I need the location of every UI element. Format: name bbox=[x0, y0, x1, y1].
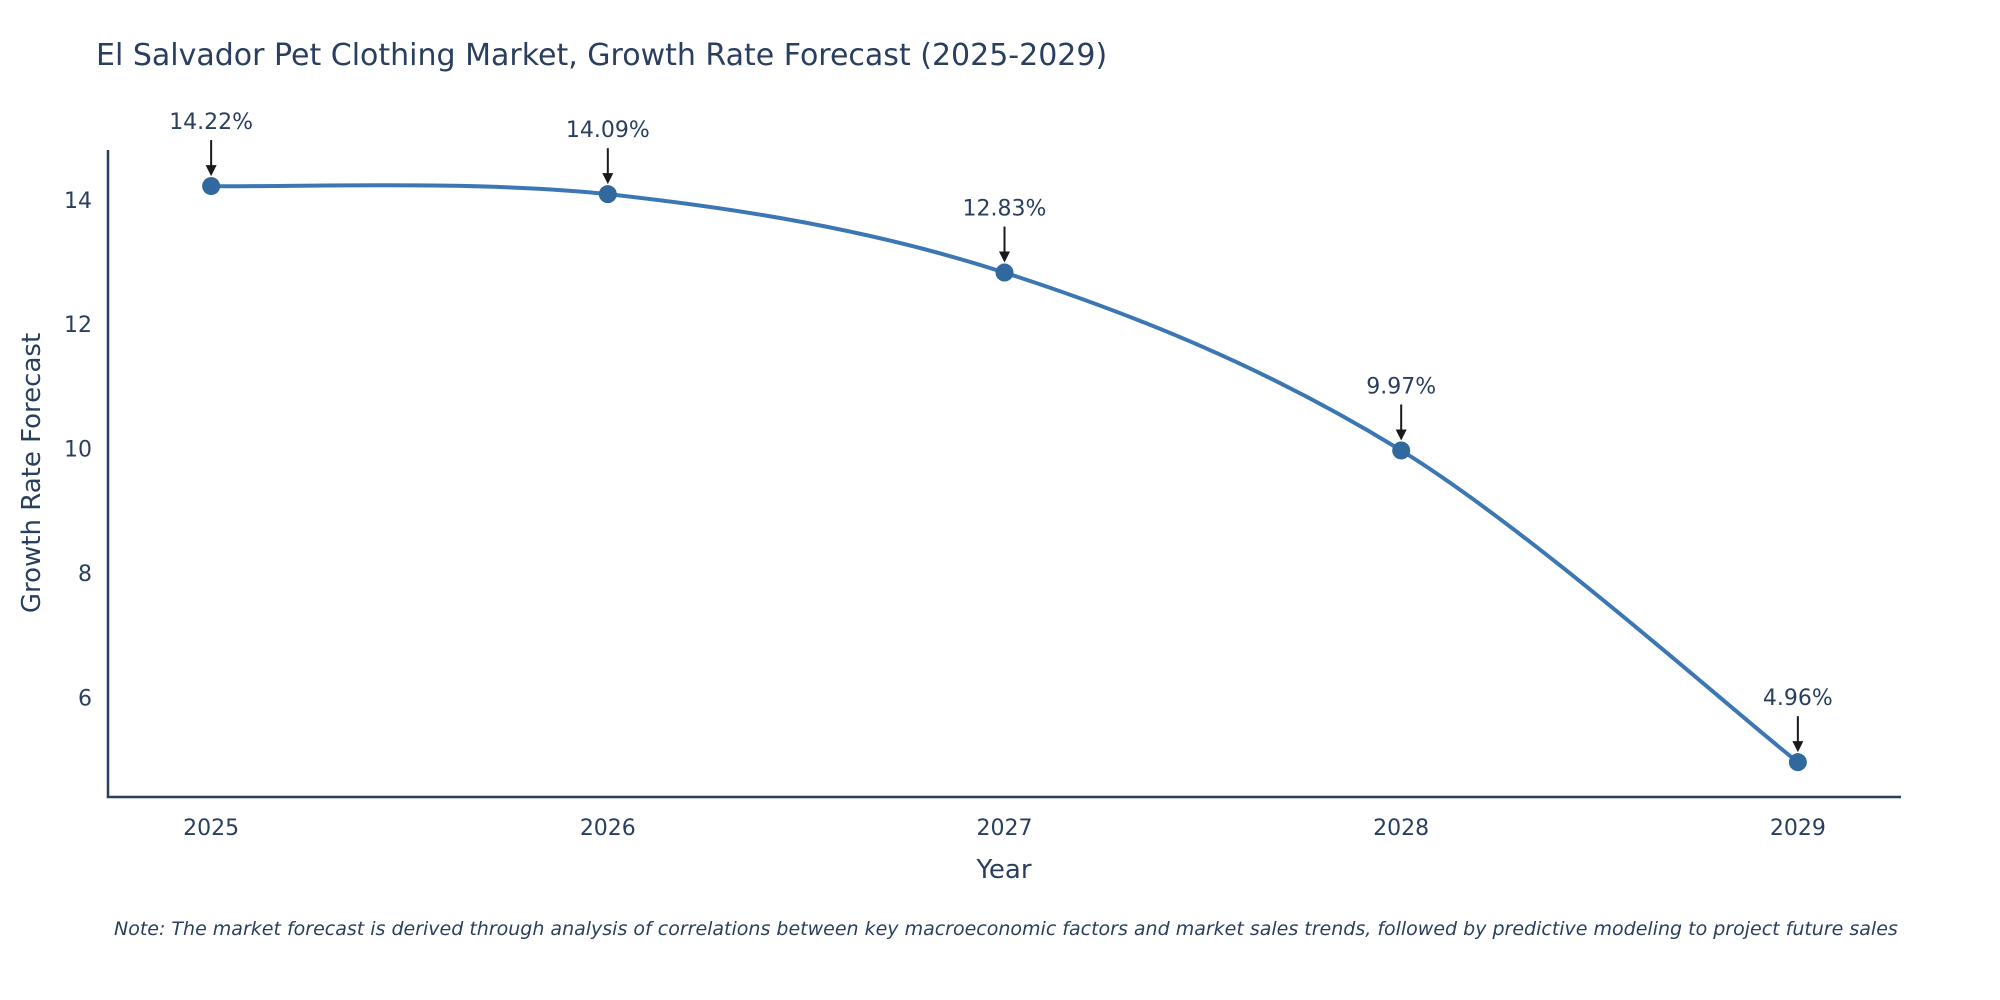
footnote: Note: The market forecast is derived thr… bbox=[114, 918, 1898, 940]
series-line bbox=[209, 183, 1800, 765]
data-point-marker bbox=[1392, 441, 1411, 460]
y-tick-label: 10 bbox=[64, 438, 92, 463]
point-annotation: 4.96% bbox=[1763, 686, 1833, 711]
x-tick-label: 2029 bbox=[1770, 816, 1826, 841]
annotation-arrowhead bbox=[999, 251, 1010, 263]
x-tick-label: 2026 bbox=[580, 816, 636, 841]
annotation-arrowhead bbox=[1395, 429, 1407, 441]
point-annotation: 12.83% bbox=[963, 197, 1047, 222]
annotation-arrowhead bbox=[205, 165, 217, 177]
x-axis-title: Year bbox=[976, 855, 1032, 885]
point-annotation: 9.97% bbox=[1366, 374, 1436, 399]
x-tick-label: 2025 bbox=[183, 816, 239, 841]
data-point-marker bbox=[598, 185, 617, 204]
y-tick-label: 6 bbox=[78, 686, 92, 711]
chart-title: El Salvador Pet Clothing Market, Growth … bbox=[96, 38, 1108, 73]
data-point-marker bbox=[995, 263, 1014, 282]
y-tick-label: 14 bbox=[64, 189, 92, 214]
point-annotation: 14.22% bbox=[169, 110, 253, 135]
data-point-marker bbox=[1788, 753, 1807, 772]
data-point-marker bbox=[202, 177, 221, 196]
y-tick-label: 8 bbox=[78, 562, 92, 587]
y-tick-label: 12 bbox=[64, 313, 92, 338]
point-annotation: 14.09% bbox=[566, 118, 650, 143]
annotation-arrowhead bbox=[1792, 741, 1804, 753]
x-tick-label: 2027 bbox=[977, 816, 1033, 841]
y-axis-title: Growth Rate Forecast bbox=[17, 332, 47, 614]
x-tick-label: 2028 bbox=[1373, 816, 1429, 841]
annotation-arrowhead bbox=[602, 173, 614, 185]
